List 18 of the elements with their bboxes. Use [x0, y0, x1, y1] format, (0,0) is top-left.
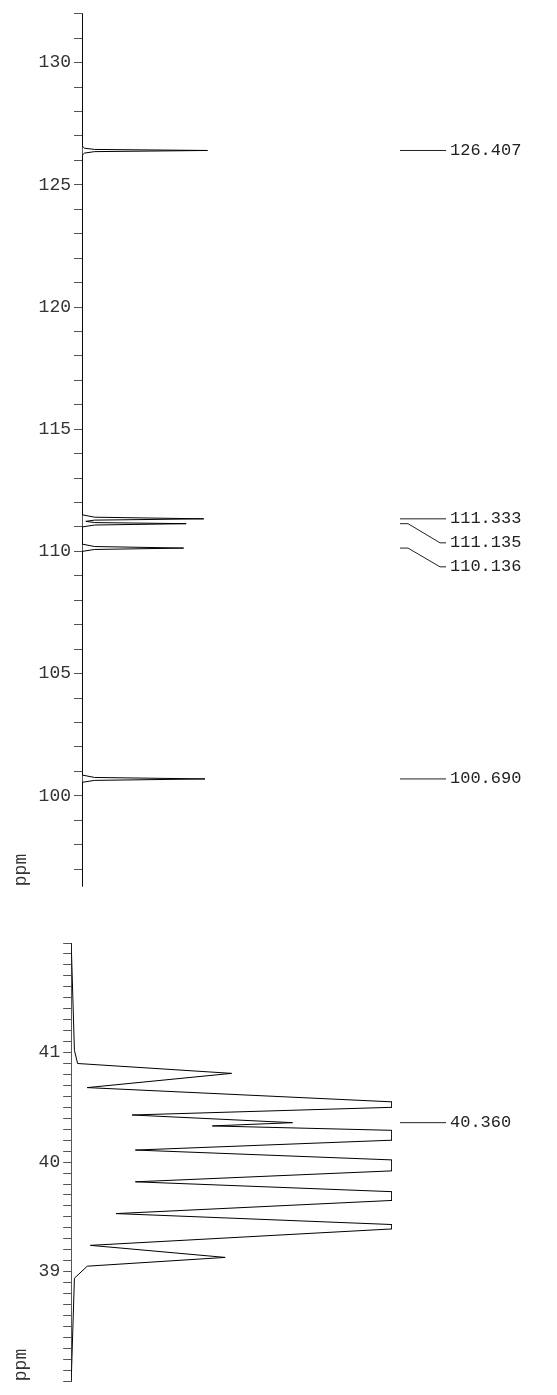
- y-axis-title: ppm: [10, 1348, 31, 1382]
- text: 100.690: [450, 769, 522, 789]
- y-tick-label: 105: [38, 663, 72, 684]
- y-tick-label: 125: [38, 174, 72, 195]
- text: 111.135: [450, 533, 522, 553]
- y-tick-label: 39: [38, 1261, 61, 1282]
- y-tick-label: 40: [38, 1151, 61, 1172]
- text: 126.407: [450, 140, 522, 160]
- text: 40.360: [450, 1113, 512, 1133]
- y-tick-label: 130: [38, 52, 72, 73]
- y-tick-label: 115: [38, 418, 72, 439]
- y-tick-label: 100: [38, 785, 72, 806]
- y-axis-title: ppm: [10, 853, 31, 887]
- text: 110.136: [450, 557, 522, 577]
- y-tick-label: 120: [38, 296, 72, 317]
- y-tick-label: 110: [38, 541, 72, 562]
- text: 111.333: [450, 509, 522, 529]
- y-tick-label: 41: [38, 1042, 61, 1063]
